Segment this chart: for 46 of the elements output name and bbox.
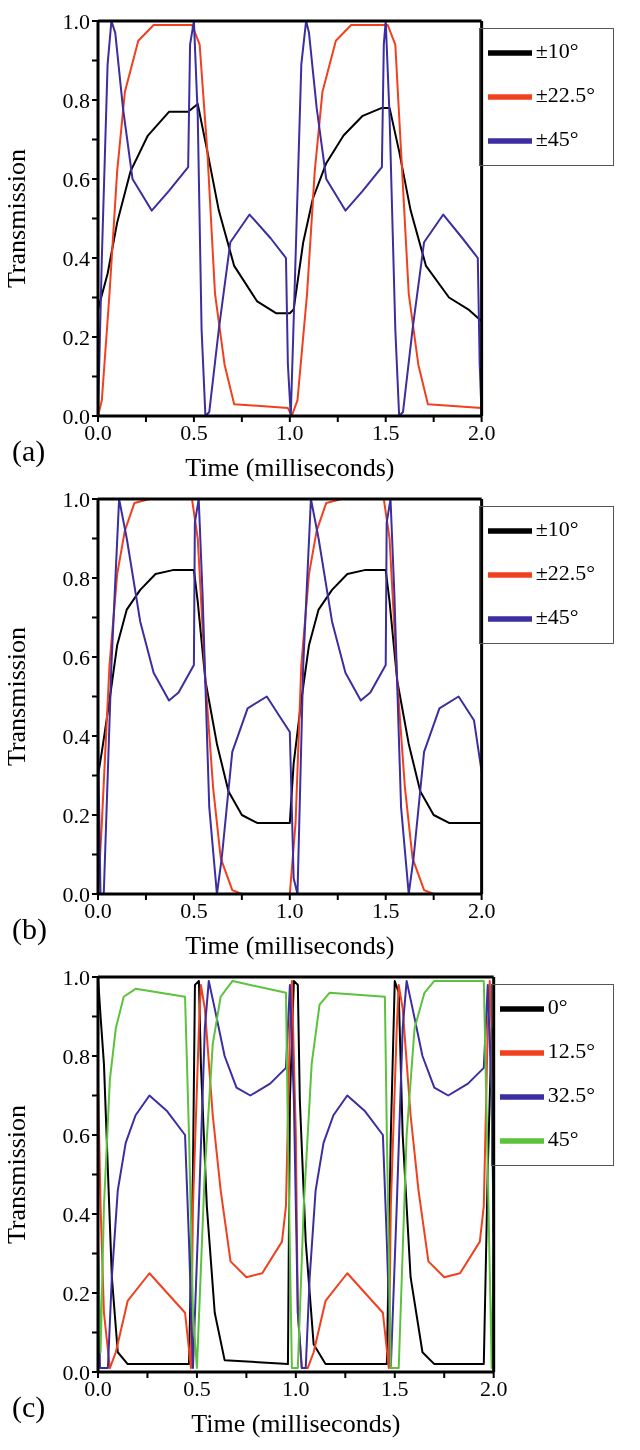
y-tick-label: 0.4 [62,245,90,271]
x-tick-label: 0.5 [180,897,208,923]
x-tick-label: 1.5 [371,897,400,923]
x-tick-label: 2.0 [467,419,496,445]
legend-label: 12.5° [547,1038,595,1064]
y-tick-label: 0.8 [62,1043,90,1069]
y-axis-title: Transmission [2,626,32,767]
x-tick-label: 2.0 [479,1375,508,1401]
y-tick-label: 0.2 [62,324,90,350]
x-tick-label: 2.0 [467,897,496,923]
legend-label: ±22.5° [535,560,595,586]
x-tick-label: 0.5 [180,419,208,445]
legend-label: ±10° [535,516,579,542]
y-tick-label: 1.0 [62,964,90,990]
y-tick-label: 0.4 [62,723,90,749]
x-tick-label: 1.0 [282,1375,310,1401]
y-tick-label: 0.6 [62,1122,90,1148]
y-tick-label: 1.0 [62,8,90,34]
legend-label: 45° [547,1126,579,1152]
y-tick-label: 0.2 [62,1280,90,1306]
legend-label: 32.5° [547,1082,595,1108]
text: (b) [12,912,47,946]
y-axis-title: Transmission [2,148,32,289]
text: (c) [12,1390,46,1424]
y-axis-title: Transmission [2,1104,32,1245]
y-tick-label: 0.8 [62,87,90,113]
y-tick-label: 0.2 [62,802,90,828]
y-tick-label: 0.6 [62,644,90,670]
legend-label: 0° [547,994,568,1020]
x-axis-title: Time (milliseconds) [185,931,395,960]
legend-label: ±10° [535,38,579,64]
legend-label: ±45° [535,126,579,152]
x-tick-label: 1.5 [371,419,400,445]
x-tick-label: 1.0 [276,419,304,445]
y-tick-label: 0.8 [62,565,90,591]
x-tick-label: 1.5 [381,1375,409,1401]
y-tick-label: 0.4 [62,1201,90,1227]
legend-label: ±45° [535,604,579,630]
x-tick-label: 1.0 [276,897,304,923]
x-tick-label: 0.5 [183,1375,211,1401]
x-axis-title: Time (milliseconds) [185,453,395,482]
text: (a) [12,434,46,468]
legend-label: ±22.5° [535,82,595,108]
x-axis-title: Time (milliseconds) [191,1409,401,1438]
y-tick-label: 1.0 [62,486,90,512]
y-tick-label: 0.6 [62,166,90,192]
